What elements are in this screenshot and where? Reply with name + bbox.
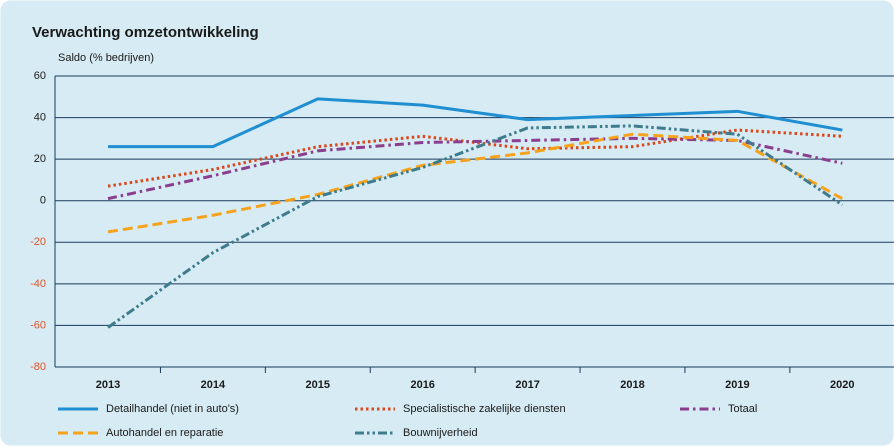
y-axis-label: Saldo (% bedrijven) xyxy=(58,52,154,64)
chart-title: Verwachting omzetontwikkeling xyxy=(32,24,259,41)
x-tick-label: 2019 xyxy=(725,379,749,391)
legend-label: Autohandel en reparatie xyxy=(106,427,223,439)
y-tick-label: -80 xyxy=(30,361,46,373)
legend-label: Detailhandel (niet in auto's) xyxy=(106,403,239,415)
x-tick-label: 2016 xyxy=(410,379,434,391)
y-tick-label: 20 xyxy=(34,153,46,165)
x-tick-label: 2018 xyxy=(620,379,644,391)
y-tick-label: -40 xyxy=(30,278,46,290)
y-tick-label: 0 xyxy=(40,195,46,207)
y-tick-label: 60 xyxy=(34,70,46,82)
y-tick-label: -20 xyxy=(30,236,46,248)
x-tick-label: 2020 xyxy=(830,379,854,391)
series-line xyxy=(107,128,843,188)
legend-label: Specialistische zakelijke diensten xyxy=(403,403,566,415)
legend-label: Totaal xyxy=(728,403,757,415)
y-tick-label: -60 xyxy=(30,319,46,331)
x-tick-label: 2015 xyxy=(306,379,330,391)
series-line xyxy=(108,97,843,149)
x-tick-label: 2017 xyxy=(515,379,539,391)
legend-label: Bouwnijverheid xyxy=(403,427,478,439)
y-tick-label: 40 xyxy=(34,111,46,123)
x-tick-label: 2013 xyxy=(96,379,120,391)
x-tick-label: 2014 xyxy=(201,379,226,391)
series-line xyxy=(107,132,844,234)
